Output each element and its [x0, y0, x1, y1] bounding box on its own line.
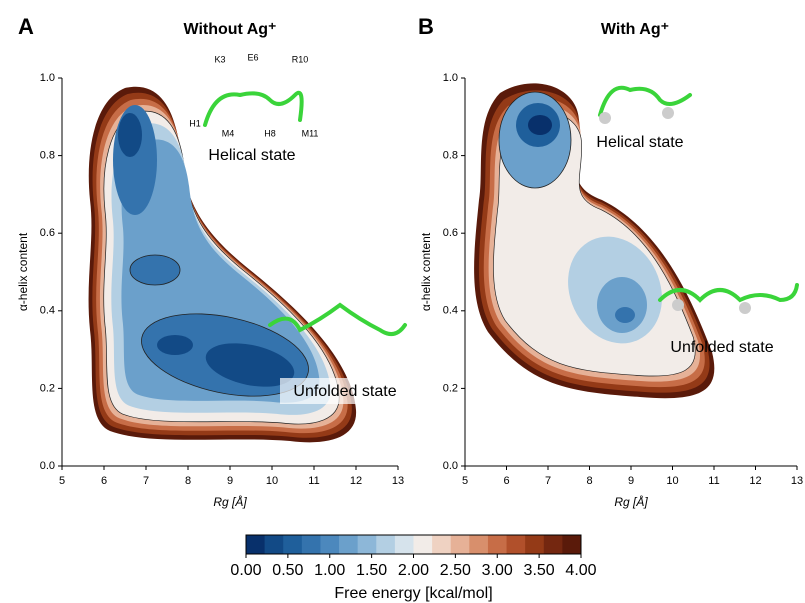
y-axis-label: α-helix content	[16, 232, 30, 311]
colorbar-tick-label: 2.50	[440, 562, 471, 579]
x-tick-label: 5	[59, 475, 65, 487]
panel-title: Without Ag⁺	[183, 21, 276, 38]
molecule-sketches	[203, 85, 799, 336]
colorbar-tick-label: 0.50	[272, 562, 303, 579]
colorbar-segment	[394, 535, 414, 554]
x-tick-label: 7	[143, 475, 149, 487]
y-tick-label: 0.2	[443, 382, 458, 394]
y-tick-label: 0.6	[443, 227, 458, 239]
x-tick-label: 10	[666, 475, 678, 487]
x-tick-label: 11	[708, 475, 719, 487]
colorbar-segment	[543, 535, 563, 554]
colorbar-segment	[487, 535, 508, 554]
residue-label: H8	[264, 128, 276, 138]
silver-ion	[599, 112, 611, 124]
y-tick-label: 0.0	[443, 460, 458, 472]
state-annotation: Unfolded state	[670, 339, 773, 356]
colorbar-segment	[506, 535, 526, 554]
state-annotation: Helical state	[596, 134, 683, 151]
x-tick-label: 5	[462, 475, 468, 487]
y-axis-label: α-helix content	[419, 232, 433, 311]
x-tick-label: 10	[266, 475, 278, 487]
colorbar-segment	[301, 535, 321, 554]
panel-label: A	[18, 14, 34, 39]
panel-title: With Ag⁺	[601, 21, 669, 38]
colorbar-tick-label: 3.50	[524, 562, 555, 579]
colorbar-segment	[320, 535, 340, 554]
residue-label: R10	[292, 54, 309, 64]
y-tick-label: 0.6	[40, 227, 55, 239]
colorbar-tick-label: 0.00	[230, 562, 261, 579]
y-tick-label: 1.0	[443, 72, 458, 84]
y-tick-label: 0.4	[40, 305, 55, 317]
residue-label: E6	[247, 52, 258, 62]
colorbar-tick-label: 1.50	[356, 562, 387, 579]
y-tick-label: 1.0	[40, 72, 55, 84]
x-axis-label: Rg [Å]	[213, 494, 247, 509]
y-tick-label: 0.8	[40, 150, 55, 162]
residue-label: M4	[222, 128, 235, 138]
x-tick-label: 12	[749, 475, 761, 487]
x-tick-label: 8	[185, 475, 191, 487]
landscape-b	[474, 83, 715, 399]
colorbar-segment	[339, 535, 359, 554]
x-tick-label: 6	[101, 475, 107, 487]
colorbar-tick-label: 1.00	[314, 562, 345, 579]
x-tick-label: 7	[545, 475, 551, 487]
silver-ion	[662, 107, 674, 119]
colorbar-segment	[413, 535, 433, 554]
colorbar-segment	[264, 535, 284, 554]
colorbar-tick-label: 2.00	[398, 562, 429, 579]
panel-label: B	[418, 14, 434, 39]
colorbar-tick-label: 3.00	[482, 562, 513, 579]
colorbar-segment	[469, 535, 489, 554]
colorbar-segment	[376, 535, 396, 554]
x-tick-label: 13	[791, 475, 803, 487]
colorbar-segment	[246, 535, 266, 554]
x-tick-label: 12	[350, 475, 362, 487]
label-backdrop	[280, 378, 410, 404]
silver-ion	[739, 302, 751, 314]
state-annotation: Helical state	[208, 147, 295, 164]
colorbar-segment	[357, 535, 377, 554]
colorbar-label: Free energy [kcal/mol]	[334, 585, 492, 602]
x-tick-label: 9	[227, 475, 233, 487]
y-tick-label: 0.2	[40, 382, 55, 394]
x-tick-label: 6	[503, 475, 509, 487]
residue-label: K3	[214, 54, 225, 64]
y-tick-label: 0.0	[40, 460, 55, 472]
colorbar-segment	[525, 535, 545, 554]
silver-ion	[672, 299, 684, 311]
x-tick-label: 9	[628, 475, 634, 487]
residue-label: M11	[302, 128, 319, 138]
y-tick-label: 0.4	[443, 305, 458, 317]
colorbar-segment	[432, 535, 452, 554]
y-tick-label: 0.8	[443, 150, 458, 162]
colorbar-segment	[562, 535, 582, 554]
landscape-a	[88, 86, 357, 443]
colorbar-segment	[283, 535, 303, 554]
state-annotation: Unfolded state	[293, 383, 396, 400]
x-tick-label: 8	[586, 475, 592, 487]
x-tick-label: 13	[392, 475, 404, 487]
x-tick-label: 11	[308, 475, 319, 487]
x-axis-label: Rg [Å]	[614, 494, 648, 509]
colorbar-segment	[450, 535, 470, 554]
colorbar-tick-label: 4.00	[565, 562, 596, 579]
residue-label: H1	[189, 118, 201, 128]
